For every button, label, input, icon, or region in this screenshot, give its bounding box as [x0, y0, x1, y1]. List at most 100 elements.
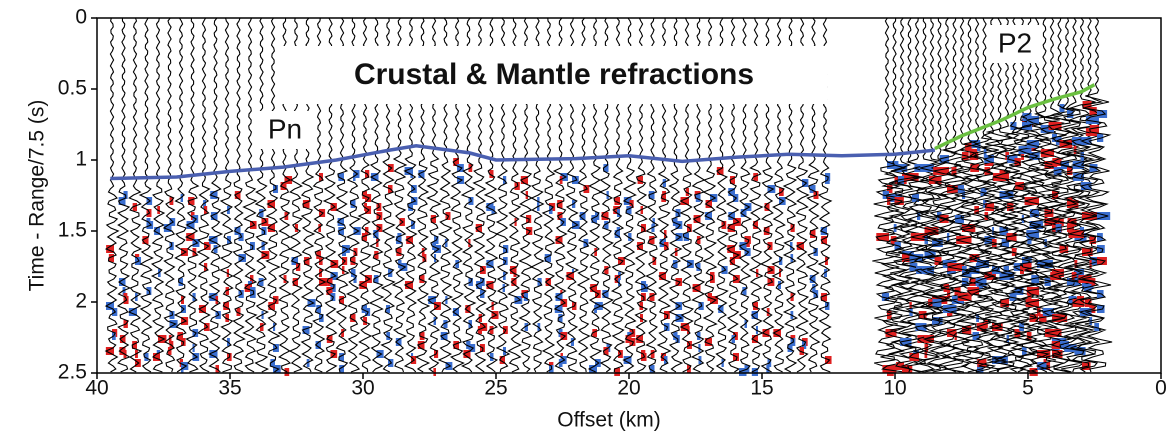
- trace-fill: [399, 263, 408, 271]
- trace-fill: [1040, 125, 1054, 133]
- trace-fill: [594, 248, 597, 256]
- trace-fill: [767, 278, 775, 286]
- trace-fill: [1073, 173, 1084, 181]
- trace-fill: [692, 284, 701, 292]
- trace-fill: [604, 266, 609, 274]
- trace-fill: [236, 308, 241, 316]
- trace: [1067, 17, 1097, 373]
- trace-fill: [1052, 158, 1062, 166]
- trace: [1037, 17, 1067, 373]
- trace-fill: [1000, 299, 1009, 307]
- trace-fill: [376, 239, 379, 247]
- trace-fill: [812, 284, 816, 292]
- trace-fill: [302, 326, 310, 334]
- trace-fill: [999, 191, 1014, 199]
- trace-fill: [1044, 161, 1058, 169]
- trace-fill: [603, 347, 609, 355]
- trace-fill: [419, 275, 425, 283]
- trace-fill: [1026, 287, 1039, 295]
- trace-fill: [1023, 263, 1032, 271]
- trace-fill: [199, 305, 206, 313]
- trace-fill: [428, 296, 436, 304]
- trace-fill: [1009, 293, 1017, 301]
- trace-fill: [132, 341, 137, 349]
- trace-fill: [486, 203, 494, 211]
- trace-fill: [885, 329, 897, 337]
- trace-fill: [728, 212, 735, 220]
- series-label: Pn: [268, 113, 302, 144]
- x-tick-label: 20: [617, 377, 640, 400]
- trace-fill: [452, 308, 459, 316]
- trace-fill: [649, 293, 655, 301]
- trace-fill: [1067, 278, 1078, 286]
- trace-fill: [302, 200, 310, 208]
- trace-fill: [675, 314, 684, 322]
- x-tick-label: 5: [1022, 377, 1034, 400]
- trace-fill: [376, 350, 384, 358]
- trace-fill: [330, 272, 338, 280]
- trace-fill: [1040, 149, 1054, 157]
- trace-fill: [934, 257, 942, 265]
- trace-fill: [316, 251, 321, 259]
- trace: [977, 17, 1007, 373]
- trace-fill: [1084, 284, 1092, 292]
- trace-fill: [1080, 182, 1092, 190]
- trace-fill: [623, 197, 632, 205]
- trace-fill: [408, 203, 413, 211]
- trace-fill: [1003, 266, 1009, 274]
- trace-fill: [637, 176, 643, 184]
- x-tick-label: 25: [484, 377, 507, 400]
- trace-fill: [1068, 296, 1077, 304]
- trace-fill: [932, 317, 943, 325]
- trace-fill: [728, 188, 735, 196]
- trace-fill: [463, 350, 471, 358]
- trace-fill: [751, 311, 758, 319]
- trace-fill: [514, 296, 523, 304]
- trace-fill: [1026, 116, 1039, 124]
- trace-fill: [520, 176, 528, 184]
- trace-fill: [900, 338, 912, 346]
- trace: [969, 17, 999, 373]
- trace-fill: [881, 293, 889, 301]
- trace-fill: [154, 227, 160, 235]
- trace-fill: [466, 341, 471, 349]
- trace-fill: [181, 362, 189, 370]
- trace-fill: [234, 191, 241, 199]
- trace-fill: [319, 278, 328, 286]
- trace-fill: [683, 233, 689, 241]
- trace-fill: [742, 287, 747, 295]
- trace-fill: [744, 203, 752, 211]
- trace-fill: [787, 344, 793, 352]
- trace-fill: [924, 251, 936, 259]
- trace-fill: [475, 224, 482, 232]
- trace-fill: [119, 347, 126, 355]
- trace-fill: [965, 143, 972, 151]
- trace-fill: [917, 335, 927, 343]
- trace-fill: [350, 200, 356, 208]
- trace-fill: [705, 212, 712, 220]
- trace-fill: [924, 227, 939, 235]
- trace-fill: [764, 203, 770, 211]
- trace-fill: [604, 221, 609, 229]
- trace: [917, 17, 947, 373]
- trace-fill: [169, 320, 178, 328]
- trace-fill: [1001, 239, 1009, 247]
- trace-fill: [799, 347, 804, 355]
- trace-fill: [434, 254, 437, 262]
- trace-fill: [675, 233, 683, 241]
- trace-fill: [739, 368, 747, 376]
- trace-fill: [777, 281, 781, 289]
- trace-fill: [270, 359, 275, 367]
- trace: [254, 17, 270, 373]
- trace-fill: [192, 239, 200, 247]
- trace-fill: [1081, 137, 1092, 145]
- trace-fill: [1048, 122, 1062, 130]
- trace-fill: [1013, 263, 1024, 271]
- trace-fill: [1050, 272, 1062, 280]
- trace-fill: [687, 326, 690, 334]
- trace-fill: [796, 242, 804, 250]
- trace-fill: [639, 314, 643, 322]
- trace-fill: [326, 335, 333, 343]
- trace-fill: [186, 221, 195, 229]
- trace: [219, 17, 234, 373]
